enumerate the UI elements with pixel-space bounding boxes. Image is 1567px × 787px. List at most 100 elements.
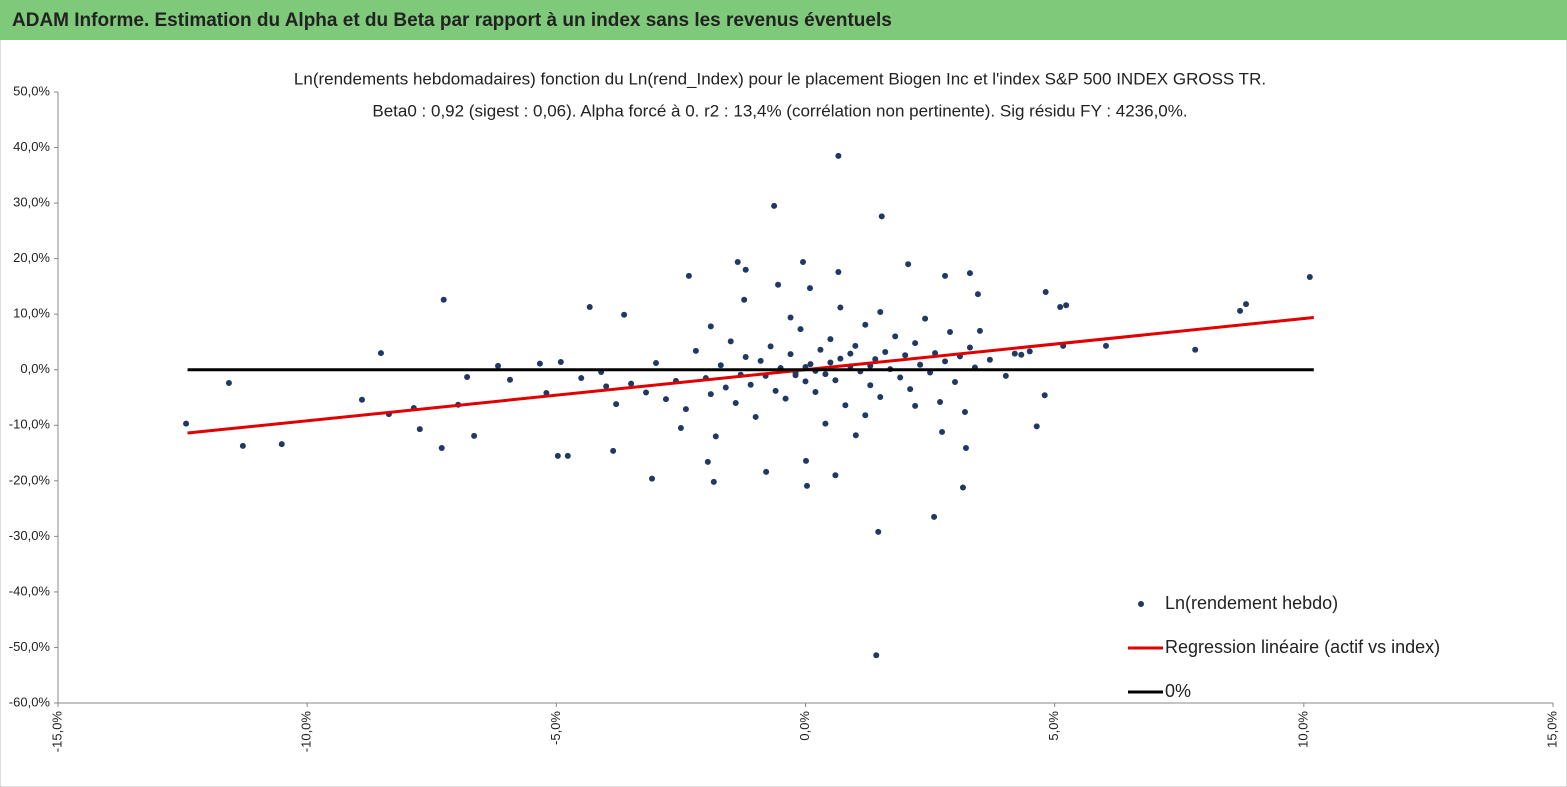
y-tick-label: -10,0%	[9, 417, 51, 432]
chart-title: Ln(rendements hebdomadaires) fonction du…	[294, 69, 1266, 88]
point	[932, 350, 939, 357]
point	[557, 358, 564, 365]
point	[862, 321, 869, 328]
point	[905, 261, 912, 268]
point	[1243, 301, 1250, 308]
point	[506, 376, 513, 383]
point	[1063, 302, 1070, 309]
point	[952, 378, 958, 385]
point	[835, 268, 842, 275]
point	[1306, 273, 1313, 280]
point	[358, 396, 365, 403]
point	[806, 285, 813, 292]
point	[862, 412, 869, 419]
point	[877, 308, 884, 315]
point	[471, 432, 478, 439]
point	[942, 358, 949, 365]
point	[692, 347, 699, 354]
point	[704, 458, 711, 465]
legend-marker	[1138, 601, 1144, 607]
point	[962, 445, 969, 452]
point	[741, 296, 748, 303]
point	[732, 400, 739, 407]
x-tick-label: -15,0%	[49, 711, 64, 753]
point	[772, 387, 779, 394]
point	[586, 303, 593, 310]
point	[183, 420, 190, 427]
point	[867, 382, 874, 389]
point	[613, 401, 620, 408]
x-tick-label: 10,0%	[1295, 711, 1310, 748]
point	[872, 356, 879, 363]
legend-label: Ln(rendement hebdo)	[1165, 593, 1338, 613]
point	[653, 360, 659, 367]
point	[278, 441, 285, 448]
point	[1002, 372, 1009, 379]
point	[578, 375, 585, 382]
point	[1018, 351, 1025, 358]
point	[797, 326, 804, 333]
y-tick-label: -40,0%	[9, 583, 51, 598]
point	[812, 388, 819, 395]
point	[564, 452, 571, 459]
point	[717, 362, 724, 369]
point	[440, 296, 447, 303]
point	[852, 342, 859, 349]
point	[707, 391, 714, 398]
point	[847, 350, 854, 357]
point	[822, 371, 829, 378]
point	[912, 402, 919, 409]
y-tick-label: 30,0%	[13, 195, 50, 210]
point	[610, 447, 617, 454]
point	[877, 393, 884, 400]
point	[875, 528, 882, 535]
point	[722, 384, 729, 391]
point	[832, 472, 839, 479]
point	[837, 304, 844, 311]
legend-label: Regression linéaire (actif vs index)	[1165, 637, 1440, 657]
point	[882, 348, 889, 355]
chart-subtitle: Beta0 : 0,92 (sigest : 0,06). Alpha forc…	[372, 101, 1187, 120]
point	[757, 357, 764, 364]
y-tick-label: 40,0%	[13, 139, 50, 154]
y-tick-label: -60,0%	[9, 694, 51, 709]
point	[792, 372, 799, 379]
point	[961, 408, 968, 415]
legend-label: 0%	[1165, 681, 1191, 701]
point	[643, 389, 650, 396]
header-title: ADAM Informe. Estimation du Alpha et du …	[12, 10, 892, 31]
point	[1192, 346, 1199, 353]
point	[902, 352, 909, 359]
point	[536, 360, 543, 367]
point	[942, 272, 949, 279]
y-tick-label: 0,0%	[20, 361, 50, 376]
x-tick-label: -5,0%	[548, 711, 563, 745]
point	[752, 413, 759, 420]
point	[742, 353, 749, 360]
point	[966, 270, 973, 277]
point	[543, 390, 550, 397]
point	[787, 351, 794, 358]
y-tick-label: 20,0%	[13, 250, 50, 265]
point	[763, 468, 770, 475]
point	[1057, 303, 1064, 310]
x-tick-label: -10,0%	[299, 711, 314, 753]
point	[677, 425, 684, 432]
point	[1041, 392, 1048, 399]
y-tick-label: -30,0%	[9, 528, 51, 543]
point	[892, 333, 899, 340]
point	[939, 428, 946, 435]
point	[239, 442, 246, 449]
point	[782, 395, 789, 402]
point	[852, 432, 859, 439]
point	[842, 402, 849, 409]
y-tick-label: -20,0%	[9, 472, 51, 487]
point	[827, 359, 834, 366]
point	[628, 380, 635, 387]
point	[495, 362, 502, 369]
point	[802, 378, 809, 385]
point	[931, 513, 938, 520]
point	[438, 445, 445, 452]
